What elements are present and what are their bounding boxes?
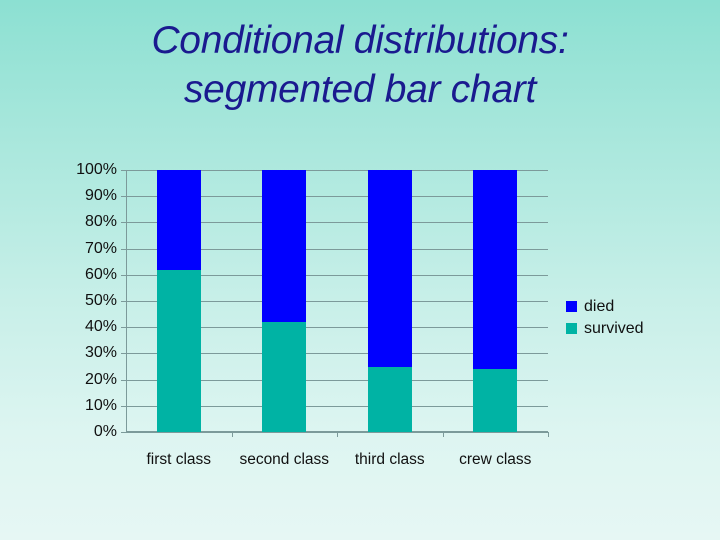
x-axis-label: crew class	[459, 451, 532, 468]
y-axis-label: 70%	[84, 239, 117, 257]
legend-item-died: died	[566, 296, 696, 317]
gridline	[126, 353, 548, 355]
bar-segment-died	[156, 170, 201, 270]
gridline	[126, 222, 548, 224]
chart-legend: died survived	[566, 296, 696, 340]
y-axis-tick	[121, 301, 126, 302]
y-axis-label: 0%	[93, 423, 117, 440]
bar-first-class	[156, 170, 201, 432]
gridline	[126, 170, 548, 171]
y-axis-label: 50%	[84, 292, 117, 309]
bar-crew-class	[473, 170, 518, 432]
y-axis-tick	[121, 248, 126, 250]
y-axis-label: 60%	[84, 265, 117, 283]
bar-third-class	[367, 170, 412, 432]
x-axis-tick	[337, 432, 338, 437]
x-axis-label: second class	[239, 451, 330, 468]
gridline	[126, 327, 548, 329]
y-axis-tick	[121, 353, 126, 355]
legend-swatch-icon	[566, 323, 577, 334]
gridline	[126, 405, 548, 407]
y-axis-label: 100%	[76, 161, 117, 178]
x-axis-tick	[548, 432, 549, 437]
y-axis-tick	[121, 327, 126, 329]
gridline	[126, 274, 548, 276]
x-axis-line	[126, 431, 548, 432]
y-axis-tick	[121, 379, 126, 381]
gridline	[126, 248, 548, 250]
x-axis-tick	[231, 432, 233, 437]
bar-segment-survived	[156, 269, 201, 432]
y-axis-tick	[121, 432, 126, 433]
legend-swatch-icon	[566, 301, 577, 312]
bar-segment-survived	[473, 369, 518, 432]
bar-segment-died	[262, 170, 307, 322]
bar-segment-died	[367, 170, 412, 367]
y-axis-label: 20%	[84, 370, 117, 388]
gridline	[126, 379, 548, 381]
legend-item-survived: survived	[566, 318, 696, 339]
y-axis-label: 30%	[84, 344, 117, 362]
y-axis-label: 90%	[84, 187, 117, 205]
y-axis-label: 80%	[84, 213, 117, 231]
legend-label: survived	[584, 320, 644, 337]
y-axis-tick	[121, 222, 126, 224]
x-axis-label: first class	[146, 451, 212, 468]
bar-second-class	[262, 170, 307, 432]
gridline	[126, 196, 548, 198]
y-axis-label: 40%	[84, 318, 117, 336]
y-axis-tick	[121, 170, 126, 171]
y-axis-tick	[121, 274, 126, 276]
bar-segment-survived	[262, 321, 307, 432]
bar-segment-died	[473, 170, 518, 370]
y-axis-label: 10%	[84, 396, 117, 414]
bar-segment-survived	[367, 366, 412, 432]
y-axis-tick	[121, 405, 126, 407]
plot-area: 100% 90% 80% 70% 60% 50% 40% 30% 20% 10% 0% first …	[76, 162, 549, 468]
x-axis-tick	[442, 432, 444, 437]
y-axis-tick	[121, 196, 126, 198]
page-title: Conditional distributions: segmented bar…	[151, 19, 569, 111]
legend-label: died	[584, 298, 615, 315]
x-axis-label: third class	[354, 451, 425, 468]
gridline	[126, 301, 548, 302]
